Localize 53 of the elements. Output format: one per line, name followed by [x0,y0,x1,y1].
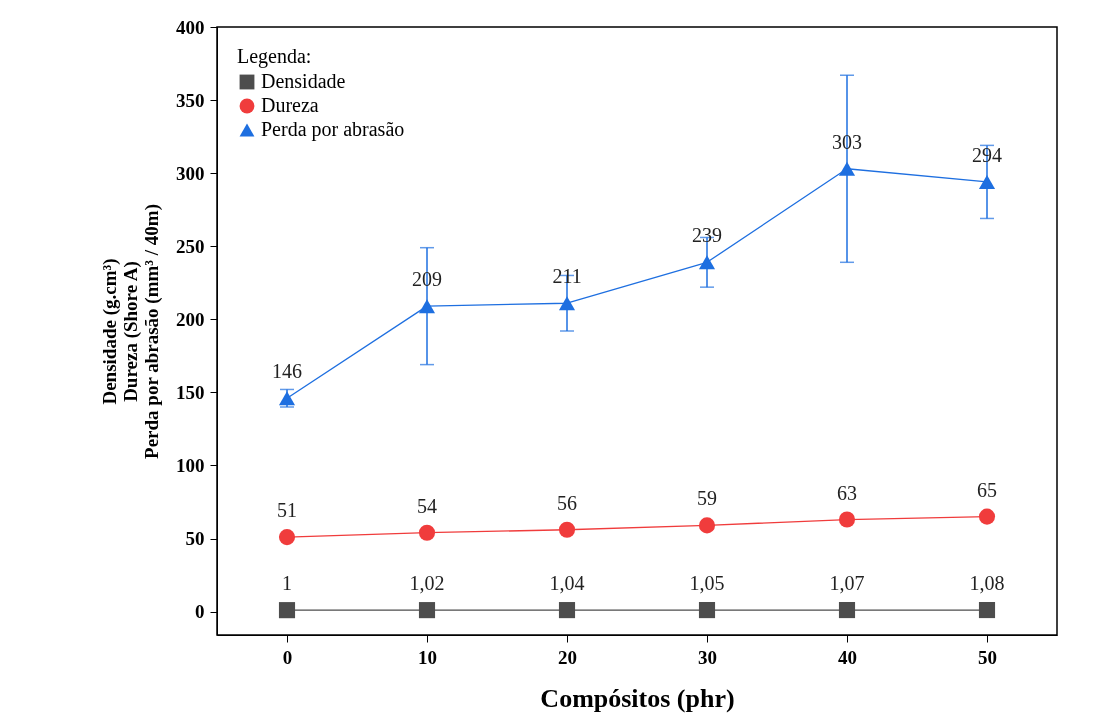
y-tick-label: 100 [176,454,205,476]
data-label: 1,05 [689,572,725,595]
x-axis-title: Compósitos (phr) [540,683,735,713]
x-tick-label: 0 [282,646,293,668]
point [698,517,716,534]
x-tick-label: 30 [698,646,717,668]
point [838,511,856,528]
data-label: 54 [417,494,437,517]
point [278,602,296,619]
y-axis-title: Densidade (g.cm³) Dureza (Shore A) Perda por abrasão (mm³ / 40m) [99,204,163,459]
data-label: 1,04 [549,572,585,595]
data-label: 65 [977,478,997,501]
data-label: 1 [282,572,292,595]
x-tick-label: 40 [838,646,857,668]
x-tick-label: 50 [978,646,997,668]
y-tick-label: 250 [176,235,205,257]
point [838,601,856,619]
x-tick-label: 20 [558,646,577,668]
data-label: 1,07 [829,572,865,595]
legend-label: Dureza [261,94,319,116]
data-label: 211 [552,265,582,288]
point [698,602,716,619]
data-label: 56 [557,491,577,514]
point [838,161,856,176]
y-tick-label: 200 [176,308,205,330]
point [558,602,576,619]
point [978,174,996,189]
point [978,601,996,619]
point [978,508,996,525]
point [418,524,436,541]
y-tick-label: 0 [195,601,205,623]
y-tick-label: 50 [185,528,205,550]
point [278,529,296,546]
legend-label: Perda por abrasão [261,118,405,141]
y-tick-label: 350 [176,89,205,111]
data-label: 1,08 [969,572,1005,595]
point [418,602,436,619]
point [418,299,436,314]
legend-title: Legenda: [237,45,312,68]
data-label: 146 [272,360,302,383]
data-label: 239 [692,224,722,247]
data-label: 63 [837,481,857,504]
legend-label: Densidade [261,70,346,92]
y-tick-label: 400 [176,16,205,38]
y-tick-label: 300 [176,162,205,184]
y-tick-label: 150 [176,381,205,403]
point [698,255,716,270]
data-label: 1,02 [409,572,445,595]
point [558,521,576,538]
point [558,296,576,311]
data-label: 51 [277,499,297,522]
x-tick-label: 10 [418,646,437,668]
data-label: 59 [697,487,717,510]
